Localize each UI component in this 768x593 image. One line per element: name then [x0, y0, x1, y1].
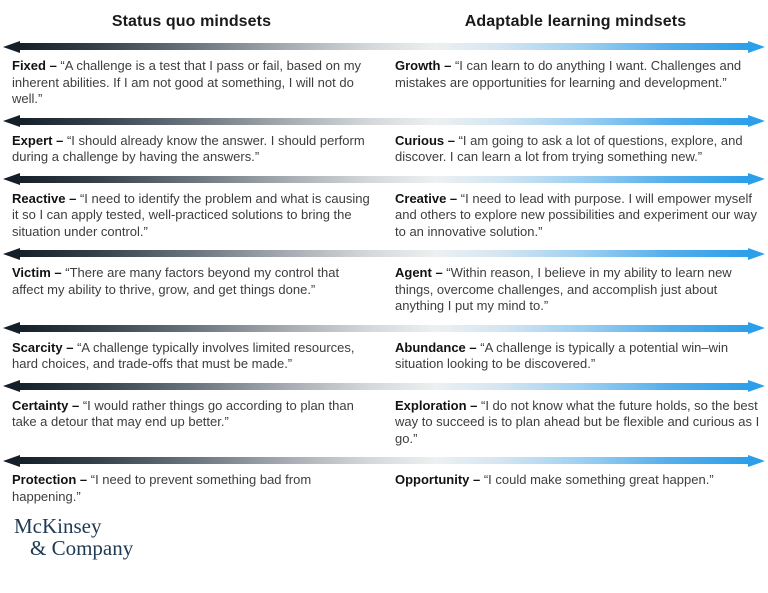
- adaptable-mindset: Opportunity – “I could make something gr…: [395, 472, 767, 505]
- right-arrowhead-icon: [748, 380, 765, 392]
- mindset-row: Protection – “I need to prevent somethin…: [0, 454, 768, 512]
- adaptable-mindset: Exploration – “I do not know what the fu…: [395, 398, 767, 448]
- mindset-row: Victim – “There are many factors beyond …: [0, 247, 768, 322]
- mindset-term: Reactive –: [12, 190, 77, 206]
- mindset-term: Fixed –: [12, 58, 57, 73]
- mindset-quote: “I need to identify the problem and what…: [12, 190, 370, 239]
- mindset-rows: Fixed – “A challenge is a test that I pa…: [0, 40, 768, 512]
- mindset-quote: “There are many factors beyond my contro…: [12, 265, 340, 297]
- gradient-arrow: [0, 322, 768, 335]
- status-quo-mindset: Certainty – “I would rather things go ac…: [12, 398, 390, 448]
- right-arrowhead-icon: [748, 40, 765, 53]
- arrow-shaft: [19, 324, 749, 332]
- arrow-shaft: [19, 382, 749, 390]
- mindset-row: Scarcity – “A challenge typically involv…: [0, 322, 768, 380]
- status-quo-mindset: Victim – “There are many factors beyond …: [12, 265, 390, 315]
- adaptable-mindset: Growth – “I can learn to do anything I w…: [395, 58, 767, 108]
- adaptable-mindset: Curious – “I am going to ask a lot of qu…: [395, 133, 767, 166]
- mindset-pair: Expert – “I should already know the answ…: [0, 128, 768, 173]
- adaptable-header: Adaptable learning mindsets: [464, 13, 687, 30]
- mindset-pair: Reactive – “I need to identify the probl…: [0, 186, 768, 248]
- mindset-row: Reactive – “I need to identify the probl…: [0, 173, 768, 248]
- gradient-arrow: [0, 247, 768, 260]
- right-arrowhead-icon: [748, 115, 765, 127]
- left-arrowhead-icon: [3, 454, 20, 467]
- mindset-quote: “I should already know the answer. I sho…: [12, 132, 365, 165]
- adaptable-mindset: Creative – “I need to lead with purpose.…: [395, 191, 767, 241]
- right-arrowhead-icon: [748, 322, 765, 334]
- mindset-quote: “I do not know what the future holds, so…: [395, 397, 760, 446]
- mindset-term: Agent –: [395, 265, 443, 280]
- mindset-quote: “I would rather things go according to p…: [12, 397, 354, 430]
- mindset-term: Certainty –: [12, 397, 80, 413]
- right-arrowhead-icon: [748, 247, 765, 260]
- mindset-term: Growth –: [395, 58, 452, 73]
- column-headers: Status quo mindsets Adaptable learning m…: [0, 0, 768, 40]
- mindset-quote: “A challenge typically involves limited …: [12, 339, 355, 372]
- mindset-quote: “Within reason, I believe in my ability …: [395, 265, 732, 313]
- left-arrowhead-icon: [3, 115, 20, 127]
- gradient-arrow: [0, 173, 768, 186]
- right-arrowhead-icon: [748, 173, 765, 185]
- mindset-pair: Protection – “I need to prevent somethin…: [0, 467, 768, 512]
- mindset-quote: “I need to lead with purpose. I will emp…: [395, 190, 758, 239]
- gradient-arrow: [0, 40, 768, 53]
- left-arrowhead-icon: [3, 380, 20, 392]
- gradient-arrow: [0, 454, 768, 467]
- status-quo-header: Status quo mindsets: [111, 13, 272, 30]
- arrow-shaft: [19, 117, 749, 125]
- mindset-quote: “I could make something great happen.”: [483, 472, 714, 487]
- mindset-quote: “A challenge is a test that I pass or fa…: [12, 58, 362, 106]
- mindset-term: Curious –: [395, 132, 455, 148]
- mindset-term: Abundance –: [395, 339, 477, 355]
- mckinsey-logo: McKinsey & Company: [0, 515, 768, 559]
- gradient-arrow: [0, 115, 768, 128]
- status-quo-mindset: Scarcity – “A challenge typically involv…: [12, 340, 390, 373]
- mindset-term: Exploration –: [395, 397, 478, 413]
- status-quo-mindset: Protection – “I need to prevent somethin…: [12, 472, 390, 505]
- mindset-row: Expert – “I should already know the answ…: [0, 115, 768, 173]
- mindset-term: Scarcity –: [12, 339, 74, 355]
- left-arrowhead-icon: [3, 40, 20, 53]
- mindset-pair: Fixed – “A challenge is a test that I pa…: [0, 53, 768, 115]
- mindset-quote: “I need to prevent something bad from ha…: [12, 472, 312, 504]
- logo-line-2: & Company: [30, 536, 134, 560]
- mindset-pair: Victim – “There are many factors beyond …: [0, 260, 768, 322]
- status-quo-mindset: Expert – “I should already know the answ…: [12, 133, 390, 166]
- mindset-term: Creative –: [395, 190, 458, 206]
- arrow-shaft: [19, 43, 749, 50]
- status-quo-mindset: Fixed – “A challenge is a test that I pa…: [12, 58, 390, 108]
- mindset-term: Protection –: [12, 472, 88, 487]
- left-arrowhead-icon: [3, 322, 20, 334]
- mindset-quote: “A challenge is typically a potential wi…: [395, 339, 729, 372]
- adaptable-mindset: Abundance – “A challenge is typically a …: [395, 340, 767, 373]
- mindset-term: Expert –: [12, 132, 64, 148]
- right-arrowhead-icon: [748, 454, 765, 467]
- mindset-pair: Scarcity – “A challenge typically involv…: [0, 335, 768, 380]
- mindset-term: Victim –: [12, 265, 62, 280]
- mindset-row: Certainty – “I would rather things go ac…: [0, 380, 768, 455]
- left-arrowhead-icon: [3, 173, 20, 185]
- logo-line-1: McKinsey: [14, 514, 102, 538]
- left-arrowhead-icon: [3, 247, 20, 260]
- mindset-pair: Certainty – “I would rather things go ac…: [0, 393, 768, 455]
- mindset-row: Fixed – “A challenge is a test that I pa…: [0, 40, 768, 115]
- arrow-shaft: [19, 457, 749, 464]
- mindset-term: Opportunity –: [395, 472, 481, 487]
- arrow-shaft: [19, 175, 749, 183]
- mindset-quote: “I can learn to do anything I want. Chal…: [395, 58, 742, 90]
- arrow-shaft: [19, 250, 749, 257]
- gradient-arrow: [0, 380, 768, 393]
- status-quo-mindset: Reactive – “I need to identify the probl…: [12, 191, 390, 241]
- adaptable-mindset: Agent – “Within reason, I believe in my …: [395, 265, 767, 315]
- mindset-quote: “I am going to ask a lot of questions, e…: [395, 132, 743, 165]
